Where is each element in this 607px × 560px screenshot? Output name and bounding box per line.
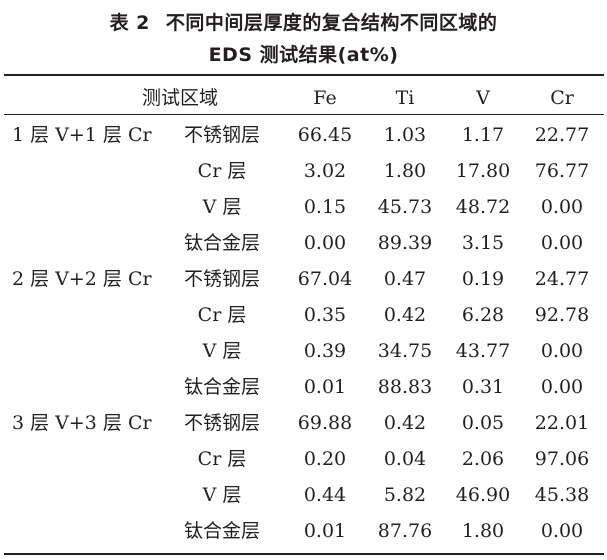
region-cell: 不锈钢层 <box>183 412 260 434</box>
v-cell: 6.28 <box>461 304 505 326</box>
cr-cell: 24.77 <box>534 268 590 290</box>
v-cell: 48.72 <box>455 196 511 218</box>
ti-cell: 0.42 <box>383 412 427 434</box>
fe-cell: 0.00 <box>303 232 347 254</box>
ti-cell: 87.76 <box>377 520 433 542</box>
v-cell: 0.05 <box>461 412 505 434</box>
v-cell: 43.77 <box>455 340 511 362</box>
region-cell: V 层 <box>202 340 242 362</box>
v-cell: 17.80 <box>455 160 511 182</box>
v-cell: 0.31 <box>461 376 505 398</box>
ti-cell: 89.39 <box>377 232 433 254</box>
fe-cell: 69.88 <box>297 412 353 434</box>
region-cell: V 层 <box>202 196 242 218</box>
fe-cell: 0.39 <box>303 340 347 362</box>
fe-cell: 0.35 <box>303 304 347 326</box>
v-cell: 0.19 <box>461 268 505 290</box>
table-number: 表 2 <box>109 12 150 34</box>
ti-cell: 88.83 <box>377 376 433 398</box>
ti-cell: 34.75 <box>377 340 433 362</box>
cr-cell: 45.38 <box>534 484 590 506</box>
fe-cell: 0.01 <box>303 376 347 398</box>
ti-cell: 5.82 <box>383 484 427 506</box>
region-cell: 不锈钢层 <box>183 268 260 290</box>
region-cell: 钛合金层 <box>183 376 260 398</box>
region-cell: 不锈钢层 <box>183 124 260 146</box>
ti-cell: 0.04 <box>383 448 427 470</box>
group-label: 2 层 V+2 层 Cr <box>12 268 152 290</box>
table-caption: 表 2 不同中间层厚度的复合结构不同区域的 <box>0 8 607 35</box>
cr-cell: 0.00 <box>540 520 584 542</box>
cr-cell: 22.77 <box>534 124 590 146</box>
header-test-area: 测试区域 <box>141 87 218 109</box>
v-cell: 3.15 <box>461 232 505 254</box>
ti-cell: 0.47 <box>383 268 427 290</box>
v-cell: 2.06 <box>461 448 505 470</box>
fe-cell: 0.20 <box>303 448 347 470</box>
cr-cell: 22.01 <box>534 412 590 434</box>
fe-cell: 3.02 <box>303 160 347 182</box>
ti-cell: 1.80 <box>383 160 427 182</box>
cr-cell: 0.00 <box>540 340 584 362</box>
cr-cell: 0.00 <box>540 196 584 218</box>
cr-cell: 0.00 <box>540 232 584 254</box>
header-cr: Cr <box>550 87 574 109</box>
region-cell: 钛合金层 <box>183 520 260 542</box>
region-cell: Cr 层 <box>197 304 247 326</box>
region-cell: Cr 层 <box>197 160 247 182</box>
v-cell: 1.17 <box>461 124 505 146</box>
cr-cell: 92.78 <box>534 304 590 326</box>
fe-cell: 0.15 <box>303 196 347 218</box>
v-cell: 1.80 <box>461 520 505 542</box>
bottom-rule <box>4 553 604 555</box>
header-fe: Fe <box>313 87 337 109</box>
header-rule <box>4 114 604 115</box>
cr-cell: 76.77 <box>534 160 590 182</box>
table-title-line2: EDS 测试结果(at%) <box>208 44 399 66</box>
group-label: 1 层 V+1 层 Cr <box>12 124 152 146</box>
region-cell: V 层 <box>202 484 242 506</box>
ti-cell: 45.73 <box>377 196 433 218</box>
cr-cell: 97.06 <box>534 448 590 470</box>
table-title-line1: 不同中间层厚度的复合结构不同区域的 <box>165 12 498 34</box>
header-ti: Ti <box>395 87 415 109</box>
ti-cell: 0.42 <box>383 304 427 326</box>
group-label: 3 层 V+3 层 Cr <box>12 412 152 434</box>
ti-cell: 1.03 <box>383 124 427 146</box>
v-cell: 46.90 <box>455 484 511 506</box>
fe-cell: 66.45 <box>297 124 353 146</box>
fe-cell: 67.04 <box>297 268 353 290</box>
region-cell: 钛合金层 <box>183 232 260 254</box>
cr-cell: 0.00 <box>540 376 584 398</box>
top-rule <box>4 74 604 76</box>
region-cell: Cr 层 <box>197 448 247 470</box>
header-v: V <box>476 87 490 109</box>
fe-cell: 0.01 <box>303 520 347 542</box>
fe-cell: 0.44 <box>303 484 347 506</box>
